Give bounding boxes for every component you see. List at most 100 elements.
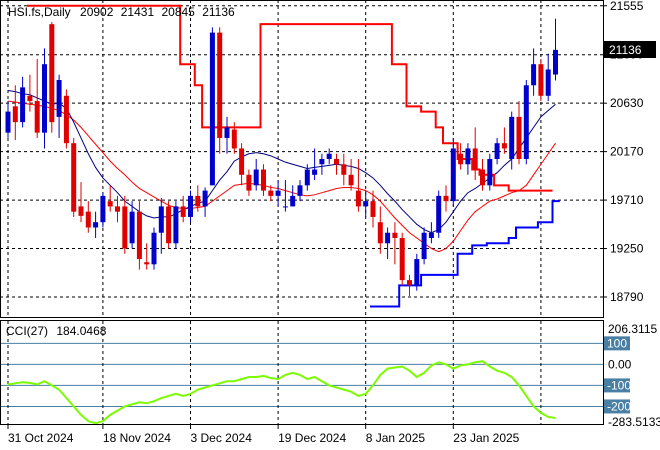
candle-body	[42, 64, 47, 133]
price-tick-label: 18790	[610, 290, 644, 304]
time-tick-label: 3 Dec 2024	[191, 431, 253, 445]
cci-tick-label: 206.3115	[608, 322, 657, 336]
candle-body	[377, 222, 383, 244]
cci-level-tag	[604, 399, 630, 414]
candle	[355, 159, 361, 212]
candle-body	[326, 153, 332, 159]
candle	[414, 253, 420, 291]
cci-header: CCI(27) 184.0468	[6, 324, 107, 338]
candle-body	[465, 148, 471, 165]
candle	[180, 195, 186, 223]
candle-body	[312, 169, 318, 175]
candle	[538, 58, 544, 102]
candle-body	[480, 169, 485, 186]
candle-body	[297, 185, 303, 196]
candles	[5, 18, 558, 296]
candle	[392, 222, 398, 265]
candle	[553, 18, 558, 81]
candle-body	[275, 190, 281, 196]
time-axis: 31 Oct 2024 18 Nov 2024 3 Dec 2024 19 Dec 2…	[7, 424, 520, 445]
candle-body	[63, 95, 69, 144]
candle	[20, 76, 26, 128]
cci-level-tag	[604, 378, 630, 393]
candle-body	[85, 211, 91, 228]
candle	[158, 197, 164, 254]
candle-body	[348, 174, 354, 186]
candle	[523, 80, 529, 165]
cci-line	[7, 360, 556, 425]
candle	[450, 137, 456, 207]
candle-body	[34, 101, 40, 133]
candle	[436, 190, 442, 238]
candle	[217, 27, 223, 154]
candle-body	[334, 159, 339, 165]
candle-body	[523, 85, 529, 159]
candle-body	[501, 143, 507, 149]
candle	[370, 190, 376, 228]
candle	[334, 153, 339, 175]
candle	[93, 211, 99, 238]
candle-body	[224, 127, 230, 138]
main-pane-frame	[0, 0, 604, 318]
channel-low-line	[370, 200, 560, 308]
candle-body	[472, 148, 478, 170]
candle-body	[195, 195, 201, 207]
candle	[49, 22, 55, 133]
price-tick-label: 20630	[610, 96, 644, 110]
time-tick-label: 8 Jan 2025	[366, 431, 426, 445]
ohlc-high: 21431	[121, 5, 155, 19]
price-tick-label: 20170	[610, 145, 644, 159]
candle	[501, 127, 507, 154]
candle	[472, 127, 478, 181]
candle	[304, 164, 310, 191]
candle-body	[136, 211, 142, 260]
candle-body	[341, 164, 347, 175]
candle	[282, 180, 288, 212]
cci-grid	[0, 321, 603, 424]
candle	[399, 232, 405, 286]
candle	[516, 101, 522, 165]
candle-body	[246, 174, 252, 191]
time-tick-label: 19 Dec 2024	[278, 431, 346, 445]
candle-body	[407, 280, 412, 286]
candle	[78, 182, 84, 223]
candle	[63, 89, 69, 149]
candle-body	[450, 148, 456, 202]
candle	[34, 58, 40, 138]
candle-body	[100, 195, 106, 223]
candle-body	[188, 195, 193, 217]
cci-tick-label: -100	[607, 378, 631, 392]
price-tick-label: 19710	[610, 193, 644, 207]
price-tick-label: 21555	[610, 0, 644, 13]
candle-body	[158, 206, 164, 233]
candle	[224, 116, 230, 154]
time-tick-label: 23 Jan 2025	[453, 431, 519, 445]
candle-body	[166, 206, 172, 244]
candle-body	[509, 116, 515, 159]
candle	[188, 190, 193, 223]
candle	[202, 187, 208, 217]
cci-value: 184.0468	[56, 324, 106, 338]
candle	[326, 148, 332, 165]
candle	[195, 185, 201, 212]
chart-header: HSI.fs,Daily 20902 21431 20845 21136	[8, 5, 235, 19]
candle-body	[282, 206, 288, 208]
candle-body	[173, 206, 179, 244]
time-tick-label: 18 Nov 2024	[103, 431, 171, 445]
candle-body	[231, 129, 237, 149]
candle-body	[144, 262, 150, 265]
current-price-tag: 21136	[604, 41, 656, 58]
candle	[268, 185, 274, 202]
cci-pane-frame	[0, 320, 604, 425]
candle	[231, 122, 237, 154]
candle-body	[93, 222, 99, 228]
candle	[42, 48, 47, 149]
candle	[173, 201, 179, 249]
candle-body	[261, 169, 266, 191]
candle	[480, 159, 485, 191]
cci-tick-label: -283.5133	[608, 415, 660, 429]
cci-tick-label: 0.00	[608, 357, 632, 371]
candle	[319, 153, 325, 175]
